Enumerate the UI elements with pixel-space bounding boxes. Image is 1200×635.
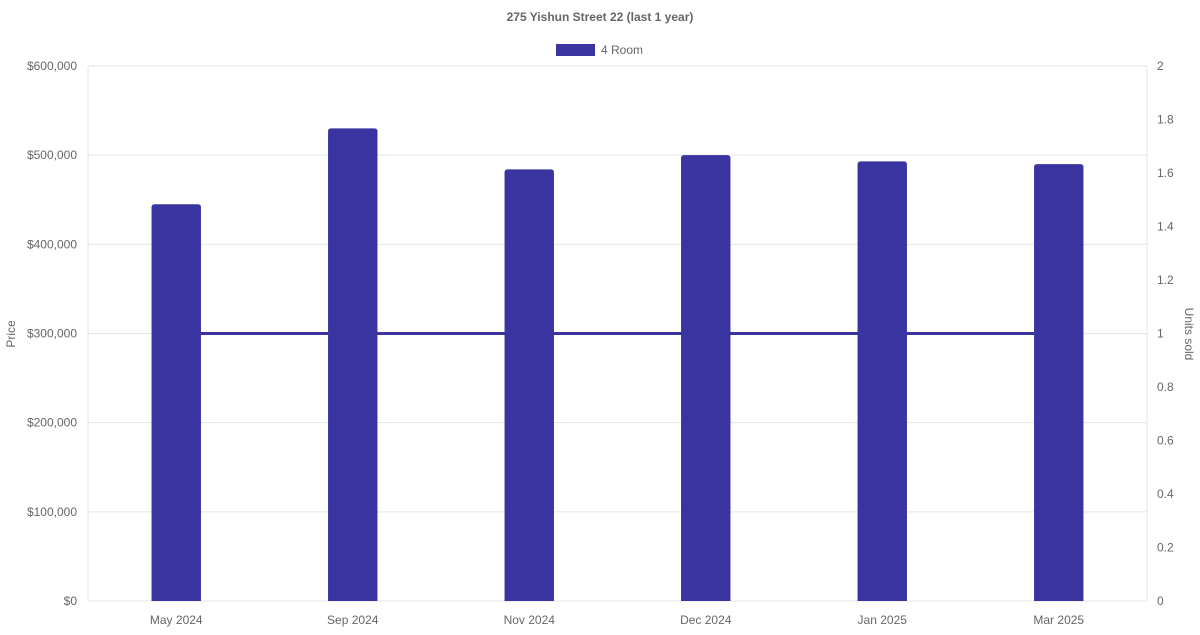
left-tick-label: $600,000 (27, 59, 77, 73)
right-tick-label: 0.4 (1157, 487, 1174, 501)
left-axis-title: Price (4, 320, 18, 348)
right-tick-label: 1.6 (1157, 166, 1174, 180)
right-tick-label: 0.6 (1157, 434, 1174, 448)
right-axis-title: Units sold (1182, 308, 1196, 361)
bar (857, 161, 907, 602)
left-tick-label: $100,000 (27, 505, 77, 519)
x-tick-label: Sep 2024 (327, 613, 379, 627)
right-tick-label: 1.8 (1157, 113, 1174, 127)
x-tick-label: Nov 2024 (504, 613, 556, 627)
bar (681, 155, 731, 601)
bar (151, 204, 201, 602)
left-tick-label: $300,000 (27, 327, 77, 341)
right-tick-label: 1.4 (1157, 220, 1174, 234)
x-tick-label: Jan 2025 (858, 613, 908, 627)
left-tick-label: $200,000 (27, 416, 77, 430)
legend-swatch-4-room[interactable] (556, 44, 595, 56)
legend[interactable]: 4 Room (556, 43, 643, 57)
x-tick-label: Mar 2025 (1033, 613, 1084, 627)
bar (1034, 164, 1084, 602)
right-tick-label: 1 (1157, 327, 1164, 341)
bar-series (151, 128, 1084, 602)
x-tick-label: May 2024 (150, 613, 203, 627)
right-tick-label: 0.8 (1157, 380, 1174, 394)
x-axis: May 2024 Sep 2024 Nov 2024 Dec 2024 Jan 2025… (150, 613, 1085, 627)
chart-title: 275 Yishun Street 22 (last 1 year) (507, 10, 694, 24)
left-tick-label: $0 (64, 594, 78, 608)
right-tick-label: 2 (1157, 59, 1164, 73)
bar (504, 169, 554, 601)
legend-label-4-room[interactable]: 4 Room (601, 43, 643, 57)
left-axis: $0 $100,000 $200,000 $300,000 $400,000 $500,0… (27, 59, 77, 608)
right-tick-label: 0.2 (1157, 541, 1174, 555)
right-axis: 0 0.2 0.4 0.6 0.8 1 1.2 1.4 1.6 1.8 2 (1157, 59, 1174, 608)
bar (328, 128, 378, 601)
left-tick-label: $500,000 (27, 148, 77, 162)
left-tick-label: $400,000 (27, 237, 77, 251)
right-tick-label: 0 (1157, 594, 1164, 608)
x-tick-label: Dec 2024 (680, 613, 732, 627)
right-tick-label: 1.2 (1157, 273, 1174, 287)
